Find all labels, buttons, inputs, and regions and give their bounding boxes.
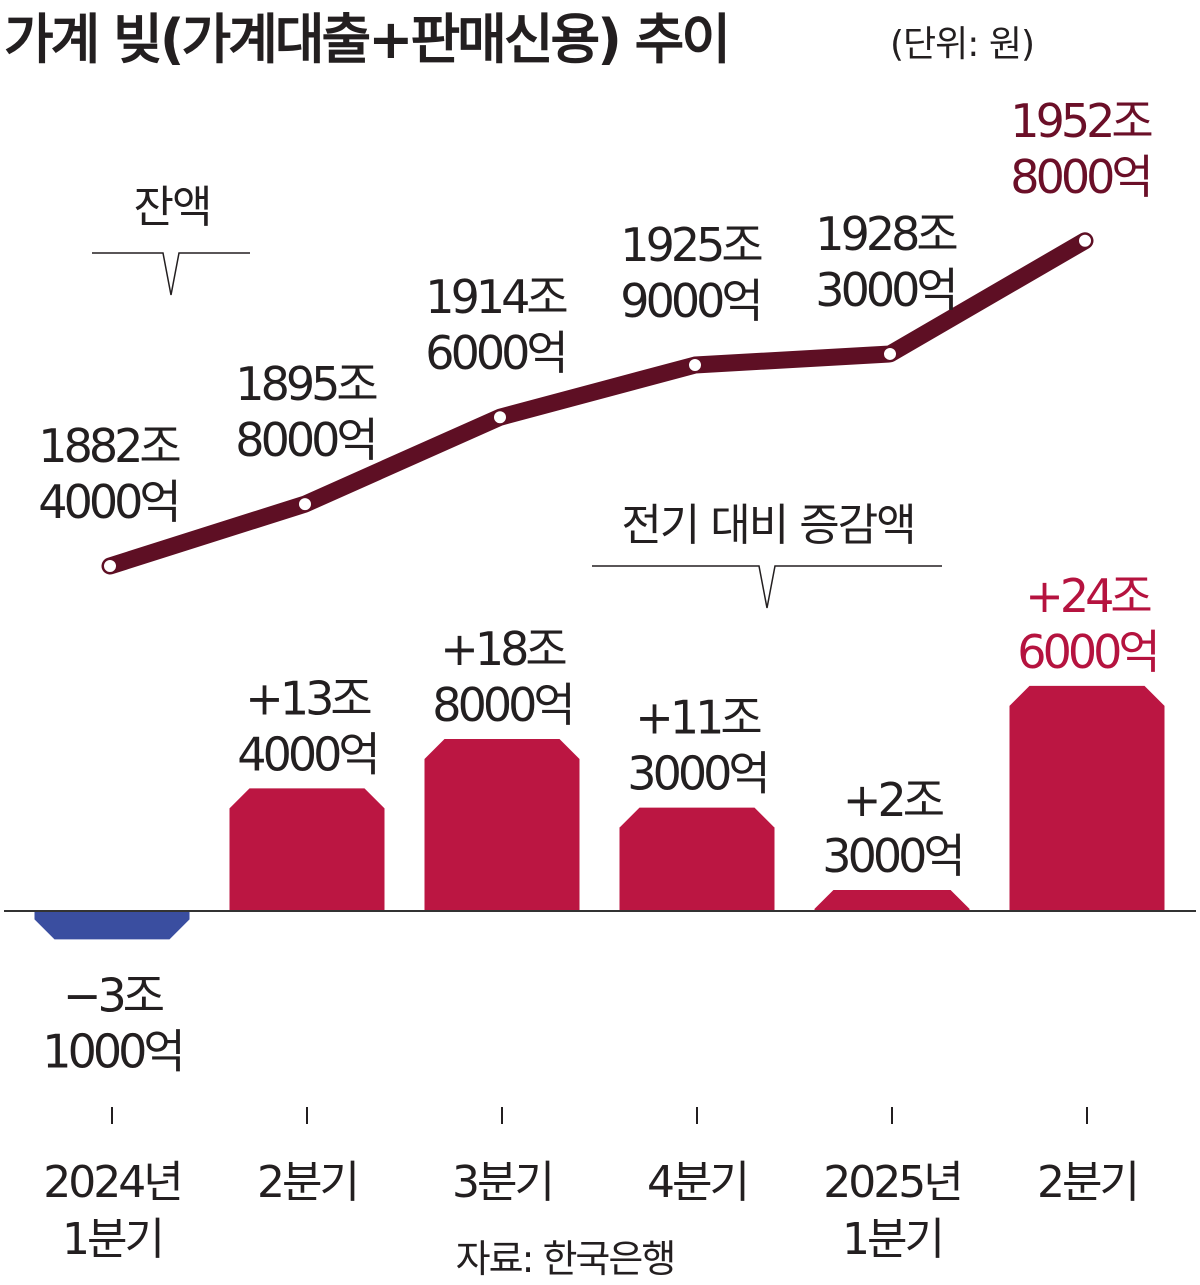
x-tick-label-2-1: 2분기 <box>257 1157 357 1208</box>
line-label-1-1: 1882조 <box>38 419 180 473</box>
x-tick-label-6-1: 2분기 <box>1037 1157 1137 1208</box>
bar-6 <box>1009 685 1165 911</box>
bar-4 <box>619 807 775 911</box>
x-tick-label-1-2: 1분기 <box>62 1214 162 1265</box>
line-label-1-2: 4000억 <box>38 475 177 529</box>
balance-line <box>101 232 1094 575</box>
line-label-6-2: 8000억 <box>1010 150 1149 204</box>
unit-label: (단위: 원) <box>890 24 1034 65</box>
line-label-2-2: 8000억 <box>235 413 374 467</box>
line-series-label: 잔액 <box>134 182 211 233</box>
bar-label-5-1: +2조 <box>843 773 944 827</box>
bar-label-1-2: 1000억 <box>42 1024 181 1078</box>
line-label-5-1: 1928조 <box>815 207 957 261</box>
line-point-2 <box>297 496 313 513</box>
line-label-6-1: 1952조 <box>1010 94 1152 148</box>
bar-label-6-2: 6000억 <box>1017 625 1156 679</box>
line-label-4-1: 1925조 <box>620 218 762 272</box>
line-series-bracket <box>92 252 250 296</box>
bar-1 <box>34 911 190 940</box>
bar-2 <box>229 788 385 911</box>
line-label-2-1: 1895조 <box>235 357 377 411</box>
bar-3 <box>424 738 580 911</box>
bar-5 <box>814 889 970 911</box>
line-point-3 <box>492 409 508 426</box>
bar-label-3-2: 8000억 <box>432 678 571 732</box>
chart-title: 가계 빚(가계대출+판매신용) 추이 <box>4 8 728 71</box>
bar-label-6-1: +24조 <box>1025 569 1151 623</box>
bar-label-2-2: 4000억 <box>237 727 376 781</box>
bar-label-1-1: −3조 <box>63 968 164 1022</box>
x-tick-label-1-1: 2024년 <box>43 1157 180 1208</box>
bar-label-4-2: 3000억 <box>627 747 766 801</box>
line-point-1 <box>102 558 118 574</box>
line-label-3-1: 1914조 <box>425 270 567 324</box>
x-tick-label-5-1: 2025년 <box>823 1157 960 1208</box>
x-tick-label-3-1: 3분기 <box>452 1157 552 1208</box>
bar-series-bracket <box>592 565 942 609</box>
line-label-5-2: 3000억 <box>815 263 954 317</box>
line-point-6 <box>1077 232 1093 249</box>
bar-label-5-2: 3000억 <box>822 829 961 883</box>
x-tick-label-5-2: 1분기 <box>842 1214 942 1265</box>
x-tick-label-4-1: 4분기 <box>647 1157 747 1208</box>
bar-series-label: 전기 대비 증감액 <box>621 500 914 551</box>
line-point-5 <box>882 345 898 362</box>
source-label: 자료: 한국은행 <box>456 1237 675 1281</box>
bar-label-3-1: +18조 <box>440 622 566 676</box>
line-label-4-2: 9000억 <box>620 274 759 328</box>
bar-label-2-1: +13조 <box>245 671 371 725</box>
bar-label-4-1: +11조 <box>635 691 761 745</box>
line-label-3-2: 6000억 <box>425 326 564 380</box>
line-point-4 <box>687 357 703 374</box>
